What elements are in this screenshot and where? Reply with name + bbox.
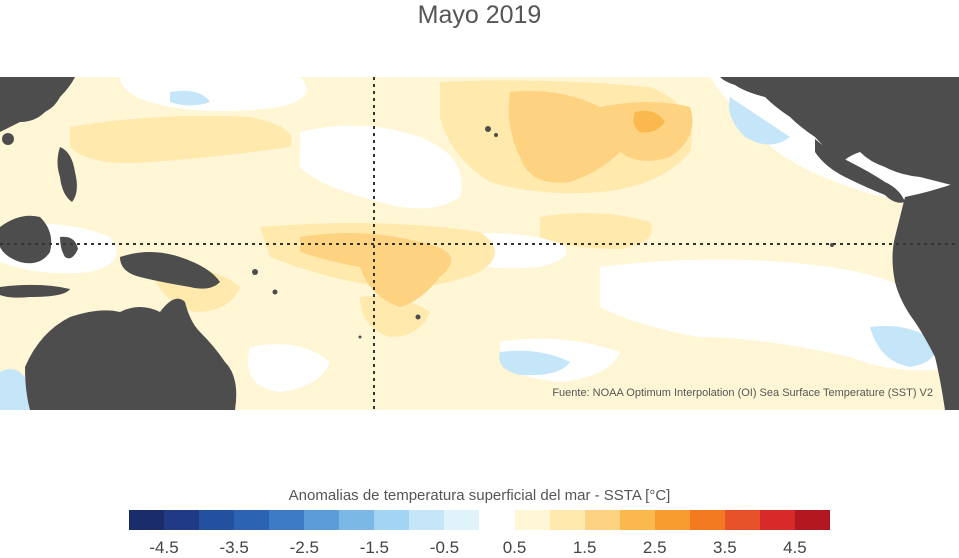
colorbar-bin: [374, 510, 409, 530]
colorbar-tick-label: -1.5: [360, 538, 389, 558]
colorbar-bin: [690, 510, 725, 530]
map-title: Mayo 2019: [0, 0, 959, 30]
colorbar-bin: [199, 510, 234, 530]
colorbar-bin: [234, 510, 269, 530]
colorbar-ticks: -4.5 -3.5 -2.5 -1.5 -0.5 0.5 1.5 2.5 3.5 4.5: [129, 538, 830, 558]
colorbar-tick-label: -2.5: [290, 538, 319, 558]
ssta-map: [0, 77, 959, 410]
colorbar-bin: [164, 510, 199, 530]
colorbar-bin: [550, 510, 585, 530]
colorbar-tick-label: 4.5: [783, 538, 807, 558]
colorbar-bin: [129, 510, 164, 530]
colorbar-bin: [269, 510, 304, 530]
colorbar-tick-label: 2.5: [643, 538, 667, 558]
colorbar-bin: [304, 510, 339, 530]
colorbar-tick-label: -4.5: [149, 538, 178, 558]
colorbar-bin: [515, 510, 550, 530]
colorbar: [129, 510, 830, 530]
colorbar-bin: [620, 510, 655, 530]
colorbar-bin: [760, 510, 795, 530]
colorbar-bin: [444, 510, 479, 530]
colorbar-title: Anomalias de temperatura superficial del…: [0, 487, 959, 504]
data-source-note: Fuente: NOAA Optimum Interpolation (OI) …: [552, 387, 933, 399]
colorbar-tick-label: 0.5: [503, 538, 527, 558]
colorbar-bin: [725, 510, 760, 530]
colorbar-tick-label: -0.5: [430, 538, 459, 558]
colorbar-tick-label: 3.5: [713, 538, 737, 558]
colorbar-tick-label: 1.5: [573, 538, 597, 558]
colorbar-bin: [795, 510, 830, 530]
colorbar-bin: [339, 510, 374, 530]
colorbar-bin: [655, 510, 690, 530]
colorbar-bin: [409, 510, 444, 530]
colorbar-bin: [585, 510, 620, 530]
colorbar-tick-label: -3.5: [219, 538, 248, 558]
colorbar-bin: [479, 510, 514, 530]
